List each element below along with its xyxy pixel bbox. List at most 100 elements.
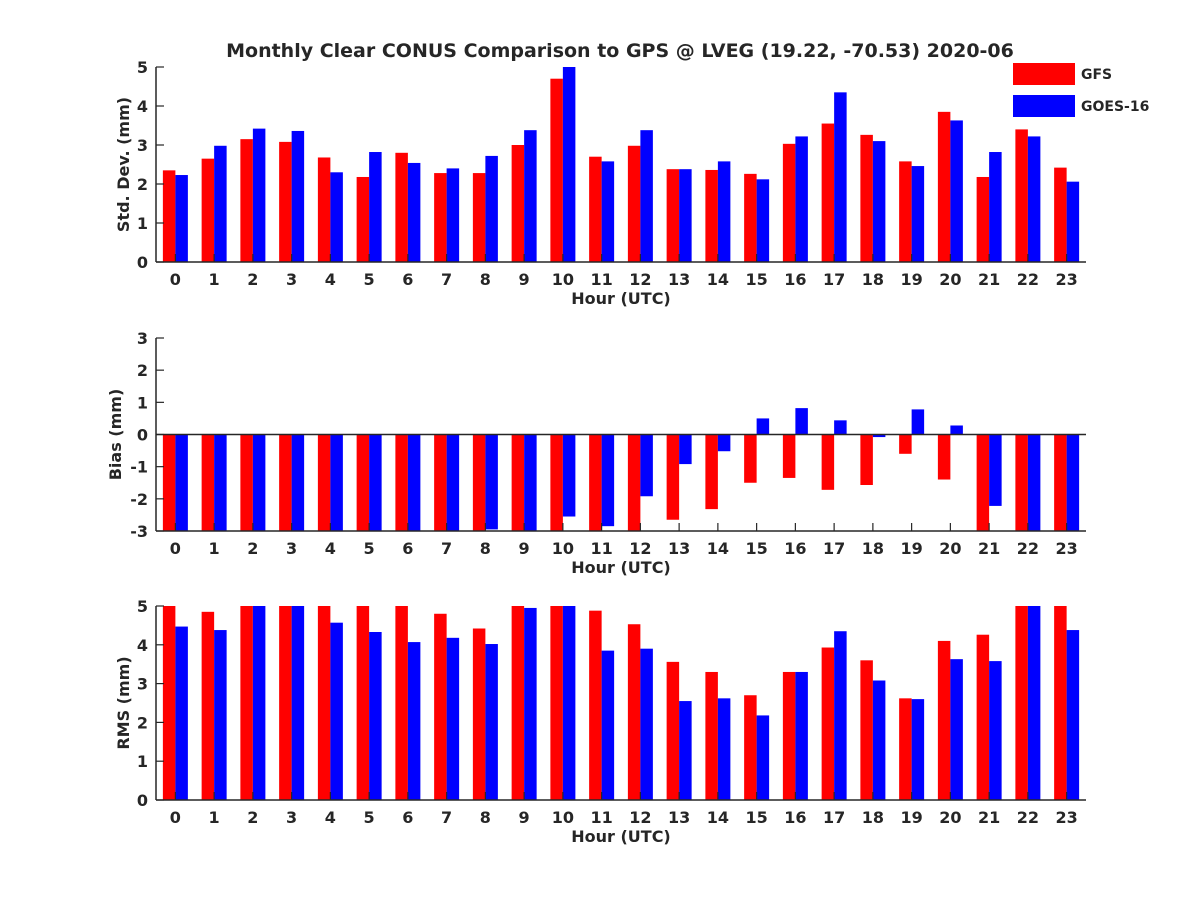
bar-goes-16-hour-14 [717, 161, 731, 262]
y-tick-label: 2 [137, 175, 148, 194]
bar-goes-16-hour-2 [252, 606, 266, 800]
bar-gfs-hour-4 [317, 606, 331, 800]
bar-goes-16-hour-20 [950, 659, 963, 800]
x-tick-label: 2 [247, 270, 258, 289]
bar-goes-16-hour-10 [562, 67, 576, 262]
bar-goes-16-hour-13 [679, 701, 692, 800]
bar-gfs-hour-9 [511, 145, 525, 262]
bar-goes-16-hour-5 [369, 632, 382, 800]
bar-goes-16-hour-10 [562, 606, 576, 800]
bar-gfs-hour-23 [1054, 606, 1067, 800]
bar-goes-16-hour-8 [485, 434, 498, 530]
bar-gfs-hour-3 [279, 434, 292, 531]
x-tick-label: 6 [402, 270, 413, 289]
bar-gfs-hour-14 [705, 169, 718, 262]
bar-goes-16-hour-1 [214, 145, 227, 262]
bar-goes-16-hour-17 [834, 92, 847, 262]
y-axis-label: RMS (mm) [114, 656, 133, 749]
bar-gfs-hour-11 [589, 610, 602, 800]
x-tick-label: 14 [707, 808, 729, 827]
bar-gfs-hour-13 [666, 434, 680, 520]
x-tick-label: 22 [1017, 270, 1039, 289]
bar-gfs-hour-23 [1054, 167, 1067, 262]
x-tick-label: 0 [170, 808, 181, 827]
y-tick-label: 1 [137, 214, 148, 233]
bar-goes-16-hour-12 [640, 648, 653, 800]
bar-gfs-hour-12 [627, 145, 641, 262]
y-axis-label: Bias (mm) [106, 389, 125, 481]
bar-gfs-hour-9 [511, 434, 525, 531]
bar-goes-16-hour-18 [872, 680, 886, 800]
bar-goes-16-hour-6 [407, 434, 421, 531]
bar-gfs-hour-10 [550, 434, 563, 531]
legend-label: GFS [1081, 67, 1112, 83]
bar-goes-16-hour-3 [291, 130, 305, 262]
bar-gfs-hour-11 [589, 434, 602, 531]
bar-gfs-hour-21 [976, 434, 990, 531]
x-tick-label: 10 [552, 539, 574, 558]
bar-gfs-hour-16 [782, 143, 796, 262]
bar-goes-16-hour-22 [1027, 136, 1041, 262]
y-tick-label: 3 [137, 329, 148, 348]
bar-goes-16-hour-0 [175, 434, 188, 531]
bar-goes-16-hour-20 [950, 425, 963, 435]
x-tick-label: 21 [978, 539, 1000, 558]
bar-gfs-hour-6 [395, 606, 408, 800]
y-axis-label: Std. Dev. (mm) [114, 97, 133, 232]
bar-goes-16-hour-21 [989, 661, 1002, 800]
bar-goes-16-hour-18 [872, 434, 886, 438]
x-tick-label: 0 [170, 539, 181, 558]
x-tick-label: 20 [939, 270, 961, 289]
x-tick-label: 2 [247, 808, 258, 827]
bar-goes-16-hour-5 [369, 152, 382, 262]
bar-goes-16-hour-6 [407, 162, 421, 262]
bar-gfs-hour-18 [860, 660, 873, 800]
bar-gfs-hour-15 [744, 695, 757, 800]
bar-goes-16-hour-8 [485, 155, 498, 262]
bar-goes-16-hour-22 [1027, 606, 1041, 800]
y-tick-label: 3 [137, 675, 148, 694]
bar-goes-16-hour-16 [795, 408, 808, 435]
bar-goes-16-hour-19 [911, 699, 925, 800]
bar-gfs-hour-6 [395, 152, 408, 262]
x-tick-label: 20 [939, 539, 961, 558]
y-tick-label: 0 [137, 426, 148, 445]
bar-goes-16-hour-4 [330, 172, 343, 262]
x-tick-label: 21 [978, 808, 1000, 827]
x-tick-label: 2 [247, 539, 258, 558]
x-tick-label: 5 [364, 539, 375, 558]
x-tick-label: 12 [629, 270, 651, 289]
bar-goes-16-hour-20 [950, 120, 963, 263]
bar-goes-16-hour-10 [562, 434, 576, 517]
x-tick-label: 8 [480, 808, 491, 827]
bar-gfs-hour-19 [899, 161, 912, 262]
x-tick-label: 7 [441, 270, 452, 289]
bar-goes-16-hour-6 [407, 642, 421, 800]
x-tick-label: 5 [364, 808, 375, 827]
y-tick-label: -3 [130, 522, 148, 541]
bar-goes-16-hour-0 [175, 175, 188, 262]
bar-goes-16-hour-2 [252, 128, 266, 262]
bar-gfs-hour-5 [356, 606, 370, 800]
x-tick-label: 15 [745, 539, 767, 558]
bar-gfs-hour-2 [240, 139, 253, 262]
x-tick-label: 14 [707, 539, 729, 558]
x-tick-label: 19 [900, 808, 922, 827]
bar-goes-16-hour-18 [872, 141, 886, 262]
x-tick-label: 17 [823, 270, 845, 289]
bar-gfs-hour-17 [821, 123, 835, 262]
x-tick-label: 14 [707, 270, 729, 289]
bar-goes-16-hour-19 [911, 409, 925, 435]
bar-gfs-hour-22 [1015, 129, 1028, 262]
x-tick-label: 13 [668, 270, 690, 289]
chart-title: Monthly Clear CONUS Comparison to GPS @ … [226, 40, 1014, 62]
bar-goes-16-hour-9 [524, 130, 537, 262]
bar-gfs-hour-3 [279, 606, 292, 800]
bar-goes-16-hour-21 [989, 152, 1002, 262]
x-tick-label: 3 [286, 539, 297, 558]
bar-goes-16-hour-14 [717, 698, 731, 800]
x-tick-label: 4 [325, 270, 336, 289]
x-tick-label: 21 [978, 270, 1000, 289]
